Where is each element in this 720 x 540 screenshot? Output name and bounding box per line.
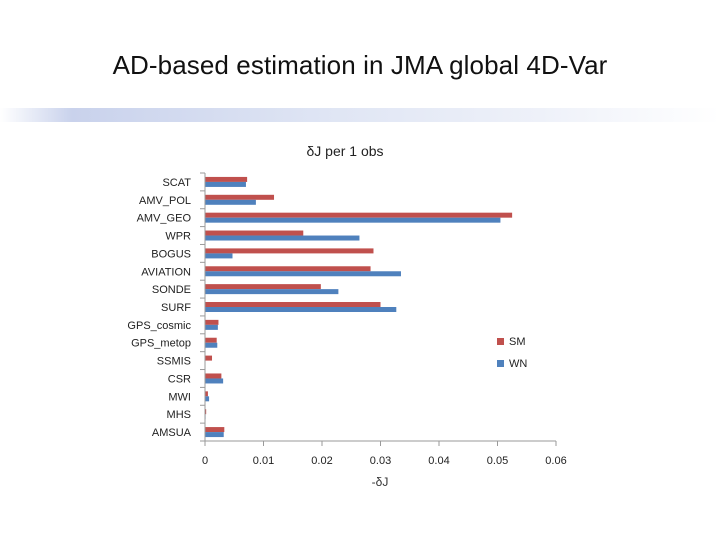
bar-sm-gps_cosmic [205,319,219,325]
category-label: MHS [167,409,191,421]
category-label: MWI [168,391,191,403]
category-label: BOGUS [151,248,191,260]
bar-wn-bogus [205,253,233,259]
category-label: SONDE [152,284,191,296]
bar-wn-csr [205,378,224,384]
bar-wn-amv_pol [205,199,256,205]
bar-sm-surf [205,302,381,307]
bar-sm-mwi [205,391,208,397]
bar-sm-amv_geo [205,212,513,218]
bar-wn-amv_geo [205,217,501,223]
category-label: AMV_GEO [137,213,192,225]
bar-wn-scat [205,181,246,187]
bar-wn-gps_metop [205,342,218,348]
bar-sm-bogus [205,248,374,254]
legend-label-sm: SM [509,336,526,348]
bar-wn-aviation [205,271,401,277]
bars-layer [205,176,513,438]
bar-wn-sonde [205,289,339,295]
bar-wn-gps_cosmic [205,324,218,330]
x-tick-label: 0.01 [253,455,274,467]
bar-sm-aviation [205,266,371,272]
bar-sm-ssmis [205,355,213,361]
bar-sm-csr [205,373,222,379]
slide-title: AD-based estimation in JMA global 4D-Var [112,50,608,80]
bar-sm-amv_pol [205,194,275,200]
category-label: SSMIS [157,356,191,368]
x-tick-label: 0.06 [545,455,566,467]
category-label: AVIATION [141,266,191,278]
x-tick-label: 0.05 [487,455,508,467]
category-label: SURF [161,302,191,314]
category-label: CSR [168,373,191,385]
category-label: GPS_metop [131,338,191,350]
x-tick-label: 0.03 [370,455,391,467]
axis-layer: SCAT AMV_POL AMV_GEO WPR BOGUS AVIATION SONDE S… [127,172,567,467]
bar-sm-amsua [205,427,225,433]
title-divider [0,108,720,122]
bar-sm-gps_metop [205,337,217,343]
bar-sm-wpr [205,230,304,236]
bar-wn-amsua [205,432,224,438]
category-label: AMV_POL [139,195,191,207]
legend-swatch-sm [497,338,504,345]
bar-wn-wpr [205,235,360,241]
category-label: GPS_cosmic [127,320,191,332]
x-tick-label: 0.02 [311,455,332,467]
x-axis-label: -δJ [372,475,389,489]
bar-wn-surf [205,307,397,312]
bar-sm-mhs [205,409,207,415]
legend-label-wn: WN [509,358,527,370]
legend-layer: SM WN [497,336,527,370]
bar-sm-sonde [205,284,321,290]
x-tick-label: 0.04 [428,455,449,467]
legend-swatch-wn [497,360,504,367]
bar-sm-scat [205,176,248,182]
x-tick-label: 0 [202,455,208,467]
chart-title: δJ per 1 obs [306,143,383,159]
category-label: SCAT [162,177,191,189]
category-label: WPR [165,231,191,243]
category-label: AMSUA [152,427,192,439]
bar-wn-mwi [205,396,210,402]
